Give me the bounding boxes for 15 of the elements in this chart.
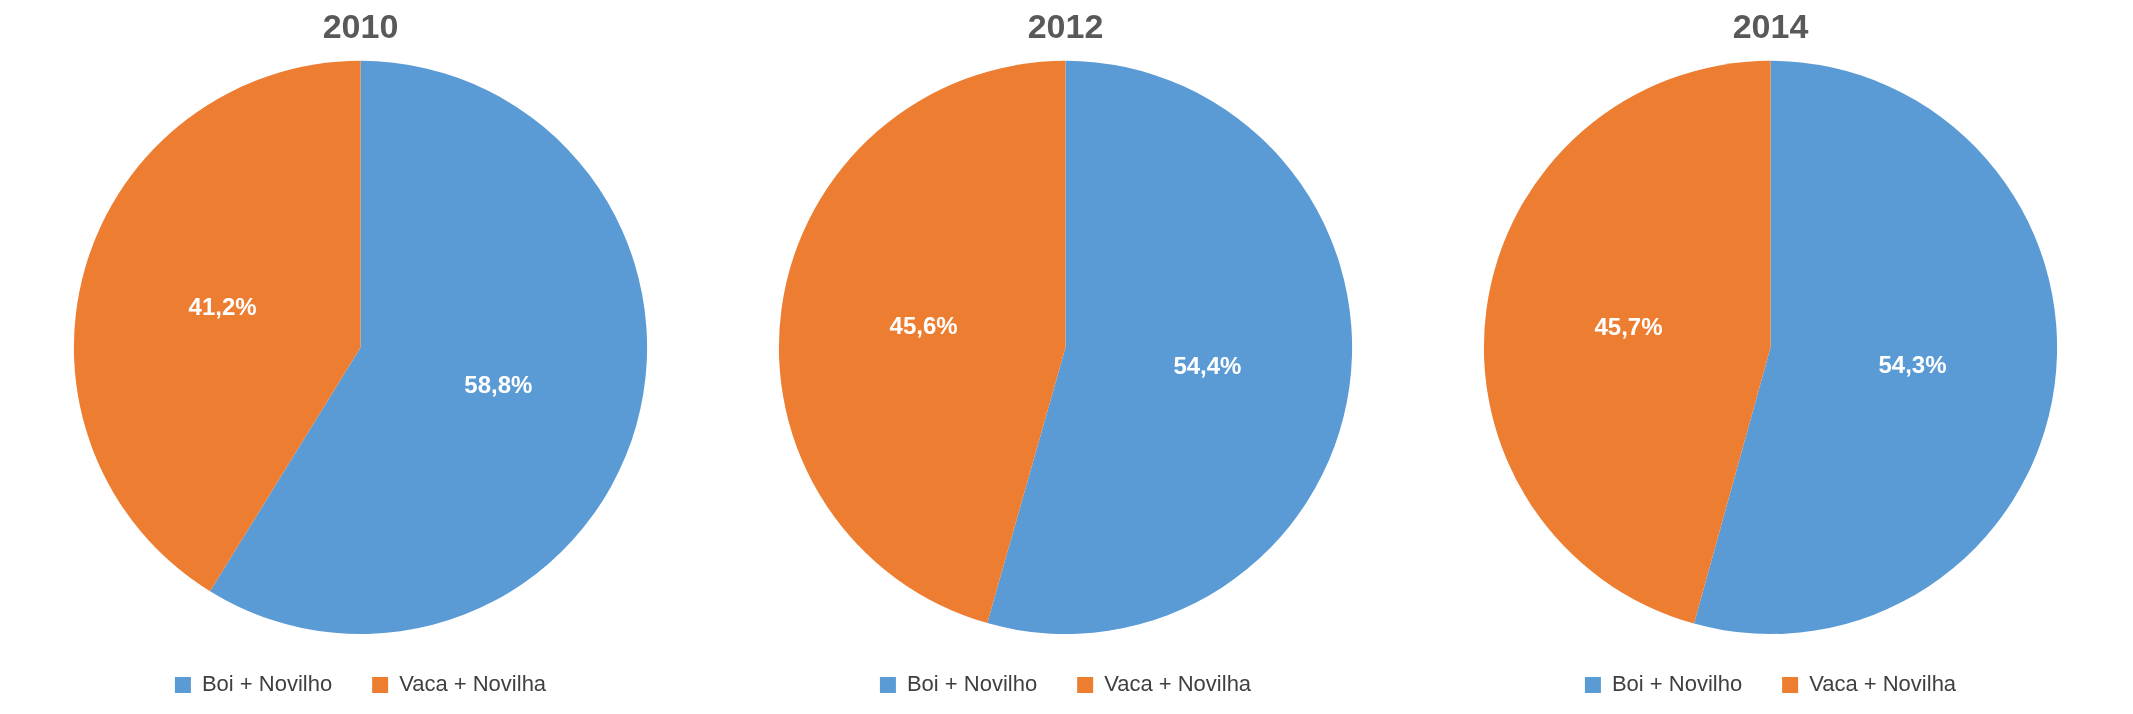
legend-label: Vaca + Novilha [1809, 671, 1957, 697]
legend-label: Boi + Novilho [1611, 671, 1743, 697]
data-label: 54,4% [1173, 351, 1242, 379]
legend-label: Vaca + Novilha [1104, 671, 1252, 697]
legend-label: Vaca + Novilha [399, 671, 547, 697]
data-label: 45,6% [889, 312, 958, 340]
legend-label: Boi + Novilho [201, 671, 333, 697]
data-label: 54,3% [1878, 351, 1947, 379]
chart-title: 2012 [1027, 6, 1104, 45]
chart-title: 2010 [322, 6, 399, 45]
chart-title: 2014 [1732, 6, 1809, 45]
data-label: 58,8% [464, 371, 533, 399]
data-label: 45,7% [1594, 312, 1663, 340]
legend-label: Boi + Novilho [906, 671, 1038, 697]
data-label: 41,2% [188, 292, 257, 320]
